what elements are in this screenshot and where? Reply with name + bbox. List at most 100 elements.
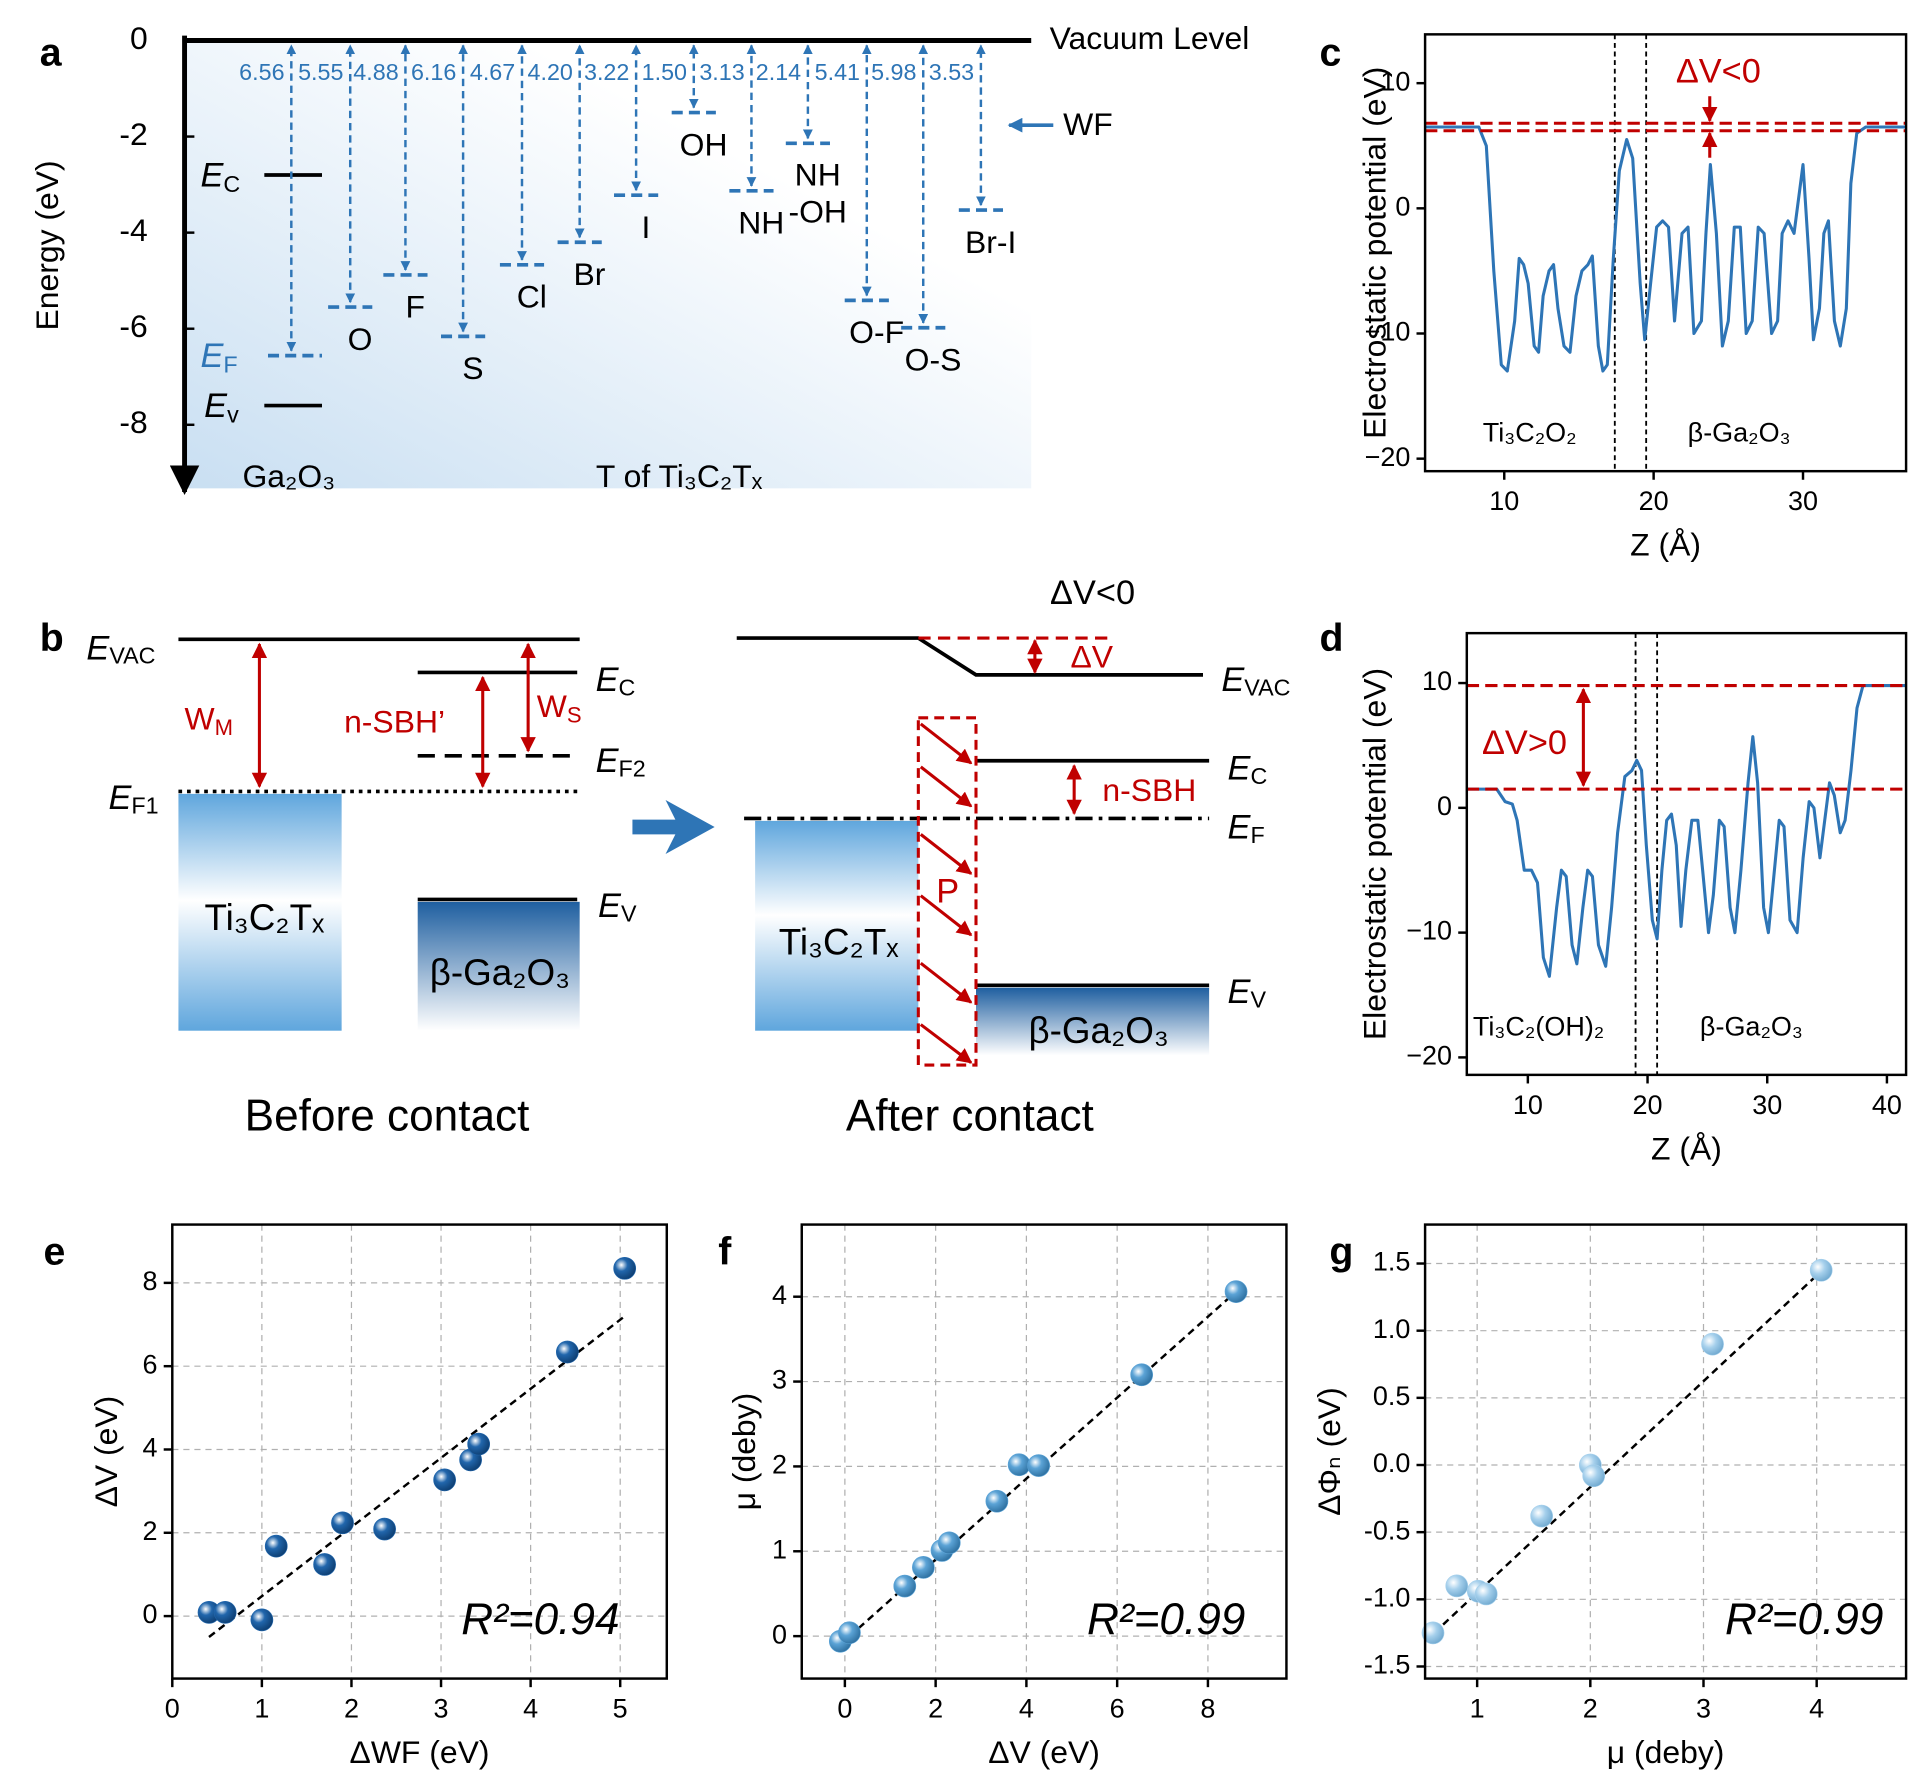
data-point	[1582, 1464, 1606, 1488]
x-axis-label: Z (Å)	[1630, 527, 1701, 563]
x-tick-label: 20	[1639, 486, 1669, 516]
panel-letter: f	[718, 1229, 732, 1273]
region-label: β-Ga₂O₃	[1688, 417, 1791, 447]
level-label: EC	[596, 661, 636, 700]
panel-b: b EVAC WM EF1 Ti₃C₂Tₓ EC EF2 WS n-SBH’ E…	[40, 574, 1291, 1141]
data-point	[264, 1534, 288, 1558]
x-tick-label: 1	[1470, 1694, 1485, 1724]
plot-frame	[800, 1223, 1288, 1680]
x-tick-label: 3	[1696, 1694, 1711, 1724]
wf-value: 5.98	[871, 59, 916, 85]
data-point	[467, 1432, 491, 1456]
data-point	[373, 1517, 396, 1541]
y-tick-label: 6	[143, 1349, 158, 1379]
annotation: ΔV>0	[1482, 724, 1567, 762]
label-main: E	[598, 887, 622, 925]
x-axis-label: ΔWF (eV)	[350, 1734, 490, 1770]
sbh-label: n-SBH’	[344, 703, 445, 739]
level-label: EF2	[596, 742, 646, 781]
material-label: β-Ga₂O₃	[430, 952, 570, 993]
panel-background	[184, 40, 1032, 489]
data-point	[893, 1574, 917, 1598]
label-sub: v	[227, 402, 239, 428]
metal-block	[755, 820, 919, 1031]
label-main: E	[86, 629, 110, 667]
y-tick-label: 4	[143, 1433, 158, 1463]
label-main: W	[537, 689, 567, 725]
data-point	[556, 1340, 579, 1364]
category-label: NH -OH	[788, 157, 846, 230]
panel-letter: a	[40, 31, 63, 75]
dipole-region	[916, 716, 978, 1067]
dv-label: ΔV	[1070, 638, 1113, 674]
y-tick-label: -2	[119, 116, 147, 152]
y-tick-label: 0	[1395, 191, 1410, 221]
data-point	[1809, 1258, 1833, 1282]
y-tick-label: -1.5	[1364, 1650, 1411, 1680]
y-tick-label: 2	[772, 1450, 787, 1480]
y-tick-label: -4	[119, 212, 147, 248]
y-tick-label: 0	[130, 20, 148, 56]
category-label: Br	[574, 256, 606, 292]
material-label: β-Ga₂O₃	[1028, 1010, 1168, 1051]
level-label: EF	[1228, 809, 1265, 848]
x-tick-label: 6	[1110, 1694, 1125, 1724]
wf-value: 4.88	[353, 59, 398, 85]
data-point	[1445, 1574, 1469, 1598]
x-tick-label: 20	[1633, 1090, 1663, 1120]
x-axis-label: μ (deby)	[1607, 1734, 1725, 1770]
fit-line	[208, 1315, 626, 1638]
label-main: E	[1228, 750, 1252, 788]
category-label: OH	[680, 126, 728, 162]
y-tick-label: -0.5	[1364, 1515, 1411, 1545]
region-label: Ti₃C₂O₂	[1483, 417, 1577, 447]
y-tick-label: -8	[119, 404, 147, 440]
label-sub: F2	[619, 756, 646, 782]
y-tick-label: −10	[1406, 916, 1452, 946]
label-main: E	[201, 157, 225, 195]
x-tick-label: 2	[1583, 1694, 1598, 1724]
data-point	[613, 1256, 637, 1280]
data-point	[331, 1511, 354, 1535]
dipole-arrows	[919, 722, 973, 1064]
y-tick-label: 1	[772, 1534, 787, 1564]
panel-letter: d	[1320, 616, 1344, 660]
wf-value: 5.55	[298, 59, 343, 85]
data-point	[1130, 1363, 1154, 1387]
data-point	[1474, 1582, 1498, 1606]
label-sub: M	[215, 715, 233, 740]
x-tick-label: 4	[1809, 1694, 1824, 1724]
data-point	[250, 1608, 274, 1632]
x-tick-label: 30	[1752, 1090, 1782, 1120]
wf-value: 3.13	[699, 59, 744, 85]
y-tick-label: -6	[119, 308, 147, 344]
category-label: I	[641, 209, 650, 245]
level-label: Ev	[204, 387, 239, 428]
y-axis-label: μ (deby)	[726, 1393, 762, 1511]
x-tick-label: 2	[928, 1694, 943, 1724]
level-label: WS	[537, 689, 582, 728]
y-tick-label: 3	[772, 1365, 787, 1395]
material-label: Ti₃C₂Tₓ	[779, 922, 900, 963]
panel-letter: c	[1320, 31, 1342, 75]
x-tick-label: 4	[1019, 1694, 1034, 1724]
wf-value: 5.41	[815, 59, 860, 85]
y-tick-label: 1.0	[1373, 1314, 1411, 1344]
data-point	[1421, 1621, 1445, 1645]
semiconductor-block	[417, 901, 580, 1031]
y-axis-label: Electrostatic potential (eV)	[1357, 67, 1393, 439]
label-sub: C	[223, 171, 240, 197]
label-main: E	[596, 661, 620, 699]
y-tick-label: 4	[772, 1280, 787, 1310]
label-sub: V	[1250, 986, 1266, 1012]
y-tick-label: 0	[772, 1619, 787, 1649]
wf-label: WF	[1063, 106, 1113, 142]
plot-frame	[171, 1223, 669, 1680]
label-sub: VAC	[1244, 675, 1290, 701]
x-axis-label: ΔV (eV)	[988, 1734, 1100, 1770]
category-label: O-F	[849, 314, 904, 350]
label-sub: S	[567, 702, 582, 727]
annotation: R²=0.94	[461, 1595, 619, 1644]
data-point	[838, 1621, 861, 1645]
x-tick-label: 0	[165, 1694, 180, 1724]
